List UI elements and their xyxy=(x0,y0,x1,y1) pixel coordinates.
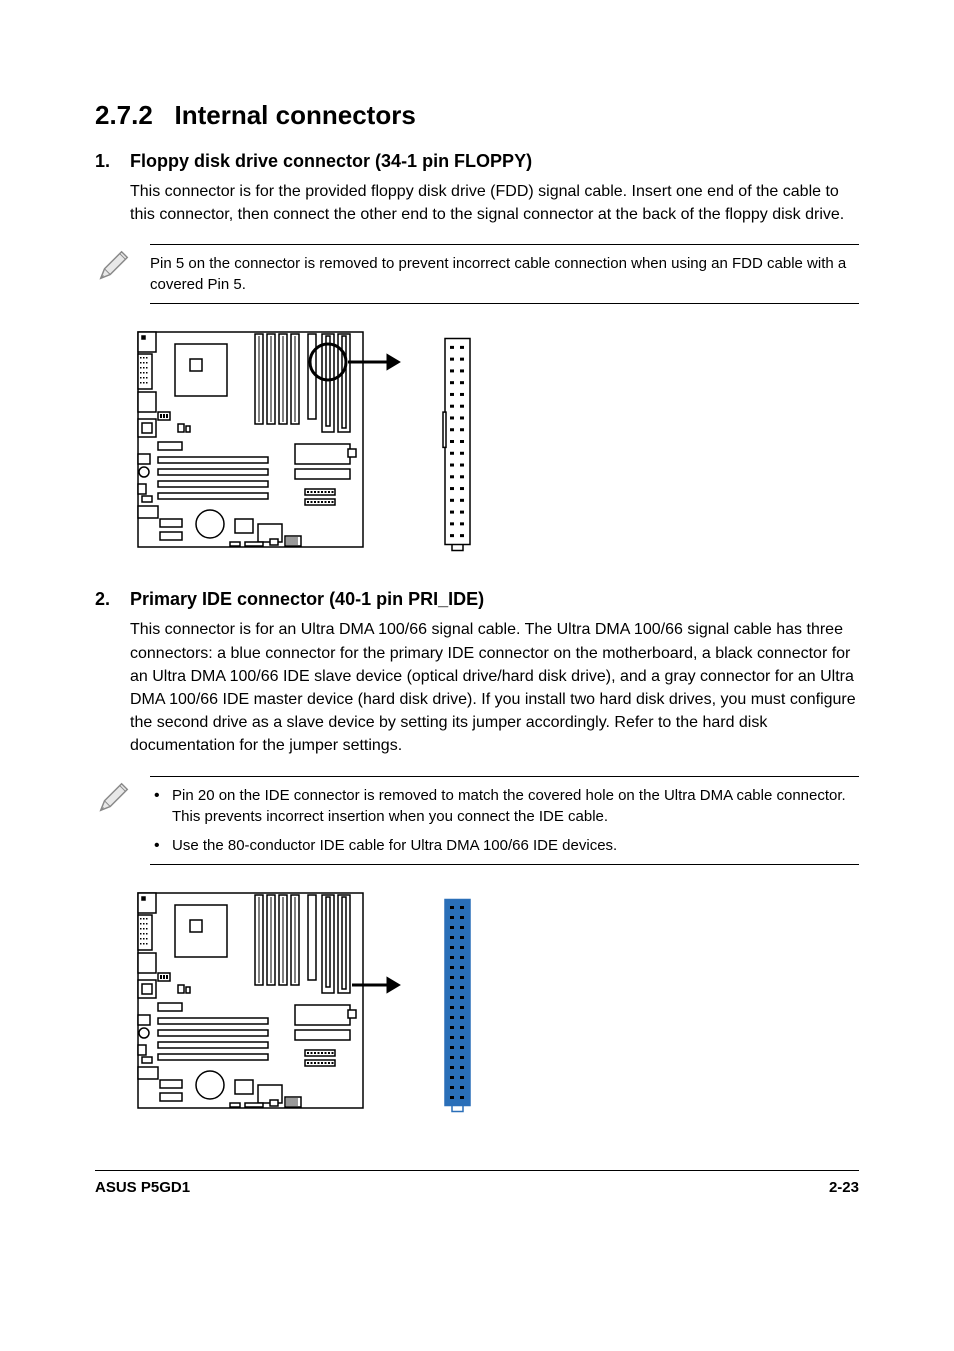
item-floppy-connector: 1. Floppy disk drive connector (34-1 pin… xyxy=(95,151,859,559)
item-number: 2. xyxy=(95,589,130,610)
item-header: 1. Floppy disk drive connector (34-1 pin… xyxy=(95,151,859,172)
note-content: Pin 20 on the IDE connector is removed t… xyxy=(150,776,859,865)
pencil-icon xyxy=(95,244,150,289)
motherboard-diagram xyxy=(130,324,410,559)
ide-connector-diagram xyxy=(440,885,475,1120)
item-title: Floppy disk drive connector (34-1 pin FL… xyxy=(130,151,532,172)
item-ide-connector: 2. Primary IDE connector (40-1 pin PRI_I… xyxy=(95,589,859,1119)
item-body: This connector is for the provided flopp… xyxy=(130,180,859,226)
item-header: 2. Primary IDE connector (40-1 pin PRI_I… xyxy=(95,589,859,610)
diagram-floppy xyxy=(130,324,859,559)
note-content: Pin 5 on the connector is removed to pre… xyxy=(150,244,859,304)
item-body: This connector is for an Ultra DMA 100/6… xyxy=(130,618,859,757)
section-number: 2.7.2 xyxy=(95,100,153,130)
diagram-ide xyxy=(130,885,859,1120)
footer-left: ASUS P5GD1 xyxy=(95,1179,190,1196)
item-title: Primary IDE connector (40-1 pin PRI_IDE) xyxy=(130,589,484,610)
footer-right: 2-23 xyxy=(829,1179,859,1196)
note-block: Pin 20 on the IDE connector is removed t… xyxy=(95,776,859,865)
item-number: 1. xyxy=(95,151,130,172)
pencil-icon xyxy=(95,776,150,821)
note-list-item: Pin 20 on the IDE connector is removed t… xyxy=(150,785,859,827)
note-block: Pin 5 on the connector is removed to pre… xyxy=(95,244,859,304)
section-title: Internal connectors xyxy=(175,100,416,130)
note-list-item: Use the 80-conductor IDE cable for Ultra… xyxy=(150,835,859,856)
page-footer: ASUS P5GD1 2-23 xyxy=(95,1170,859,1196)
section-heading: 2.7.2 Internal connectors xyxy=(95,100,859,131)
note-list: Pin 20 on the IDE connector is removed t… xyxy=(150,785,859,856)
floppy-connector-diagram xyxy=(440,324,475,559)
motherboard-diagram xyxy=(130,885,410,1120)
